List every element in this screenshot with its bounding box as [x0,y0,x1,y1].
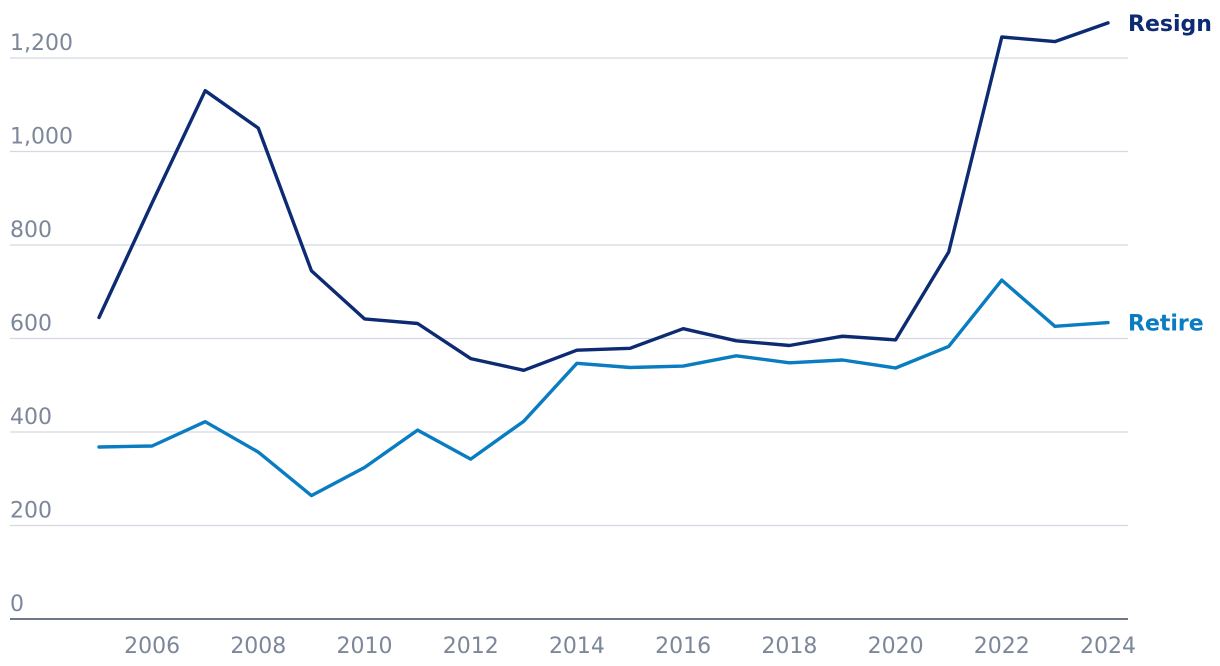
series-label-retire: Retire [1128,312,1204,337]
y-tick-label: 800 [10,218,52,243]
x-tick-label: 2010 [337,634,393,659]
x-tick-label: 2018 [761,634,817,659]
x-tick-label: 2024 [1080,634,1136,659]
y-tick-label: 600 [10,312,52,337]
x-tick-label: 2012 [443,634,499,659]
x-tick-label: 2022 [974,634,1030,659]
x-axis-tick-labels: 2006 2008 2010 2012 2014 2016 2018 2020 2022 2024 [124,634,1136,659]
series-label-resign: Resign [1128,12,1212,37]
x-tick-label: 2020 [868,634,924,659]
series-line-resign [97,21,1110,372]
y-tick-label: 1,000 [10,125,73,150]
series-line-retire [97,278,1110,498]
series-labels: Resign Retire [1128,12,1212,337]
gridlines [10,57,1128,620]
y-tick-label: 200 [10,499,52,524]
y-tick-label: 1,200 [10,31,73,56]
series-lines [97,21,1110,498]
x-tick-label: 2014 [549,634,605,659]
x-tick-label: 2006 [124,634,180,659]
x-tick-label: 2008 [230,634,286,659]
y-tick-label: 0 [10,592,24,617]
y-tick-label: 400 [10,405,52,430]
y-axis-tick-labels: 0 200 400 600 800 1,000 1,200 [10,31,73,617]
x-tick-label: 2016 [655,634,711,659]
